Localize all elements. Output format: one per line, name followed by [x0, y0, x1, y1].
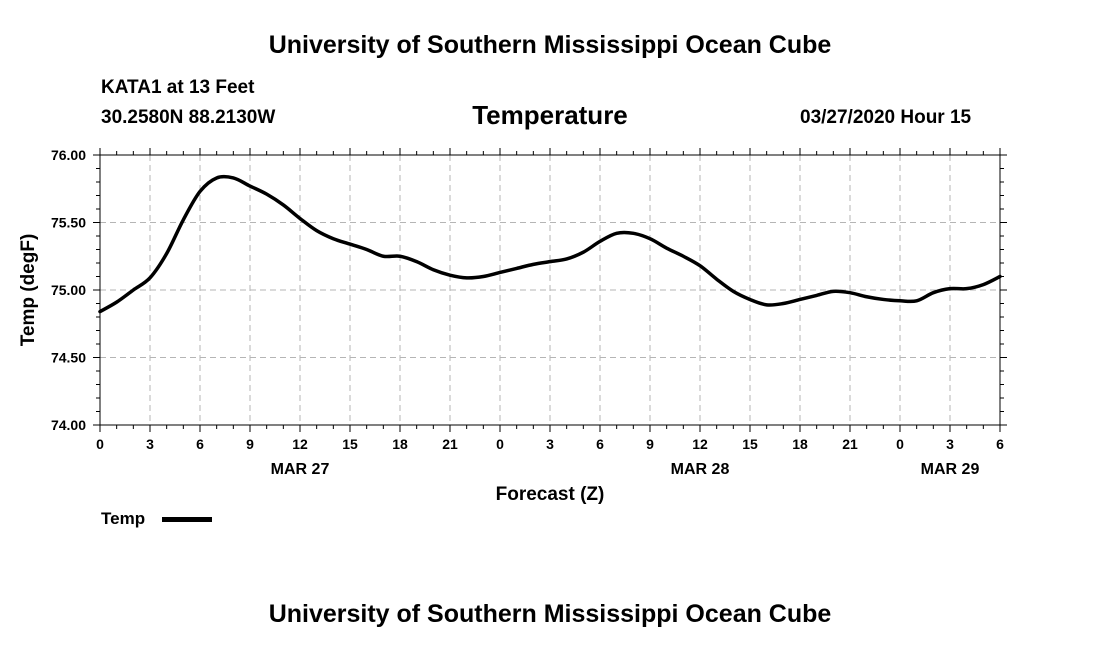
x-tick-label: 6 — [196, 436, 204, 452]
chart-grid — [100, 155, 1000, 425]
x-axis-label: Forecast (Z) — [496, 484, 605, 505]
x-tick-label: 9 — [246, 436, 254, 452]
x-tick-label: 3 — [146, 436, 154, 452]
y-tick-labels: 76.00 75.50 75.00 74.50 74.00 — [51, 147, 86, 433]
page-title-bottom: University of Southern Mississippi Ocean… — [268, 600, 832, 628]
chart-title: Temperature — [472, 100, 628, 130]
date-labels: MAR 27 MAR 28 MAR 29 — [271, 461, 980, 478]
station-name: KATA1 at 13 Feet — [101, 77, 255, 98]
x-tick-label: 15 — [342, 436, 358, 452]
forecast-datetime: 03/27/2020 Hour 15 — [800, 107, 972, 128]
plot-frame — [99, 154, 1001, 426]
x-tick-label: 3 — [946, 436, 954, 452]
y-tick-label: 74.00 — [51, 417, 86, 433]
x-tick-label: 0 — [896, 436, 904, 452]
date-label: MAR 27 — [271, 461, 330, 478]
x-tick-label: 21 — [842, 436, 858, 452]
y-tick-label: 75.00 — [51, 282, 86, 298]
x-tick-label: 21 — [442, 436, 458, 452]
page-title-top: University of Southern Mississippi Ocean… — [268, 31, 832, 59]
x-tick-labels: 0 3 6 9 12 15 18 21 0 3 6 9 12 15 18 21 0 3 6 — [96, 436, 1004, 452]
y-tick-label: 75.50 — [51, 215, 86, 231]
x-tick-label: 15 — [742, 436, 758, 452]
x-tick-label: 18 — [792, 436, 808, 452]
legend-line-swatch — [162, 517, 212, 522]
x-tick-label: 12 — [292, 436, 308, 452]
x-tick-label: 0 — [96, 436, 104, 452]
x-tick-label: 6 — [596, 436, 604, 452]
y-axis-label: Temp (degF) — [18, 234, 39, 347]
date-label: MAR 29 — [921, 461, 980, 478]
x-tick-label: 12 — [692, 436, 708, 452]
station-coords: 30.2580N 88.2130W — [101, 107, 276, 128]
y-tick-label: 76.00 — [51, 147, 86, 163]
date-label: MAR 28 — [671, 461, 730, 478]
y-tick-label: 74.50 — [51, 350, 86, 366]
x-tick-label: 3 — [546, 436, 554, 452]
x-tick-label: 0 — [496, 436, 504, 452]
chart-ticks — [93, 148, 1007, 432]
x-tick-label: 9 — [646, 436, 654, 452]
legend-label: Temp — [101, 509, 146, 528]
x-tick-label: 6 — [996, 436, 1004, 452]
series-line-temp — [98, 174, 1002, 314]
x-tick-label: 18 — [392, 436, 408, 452]
